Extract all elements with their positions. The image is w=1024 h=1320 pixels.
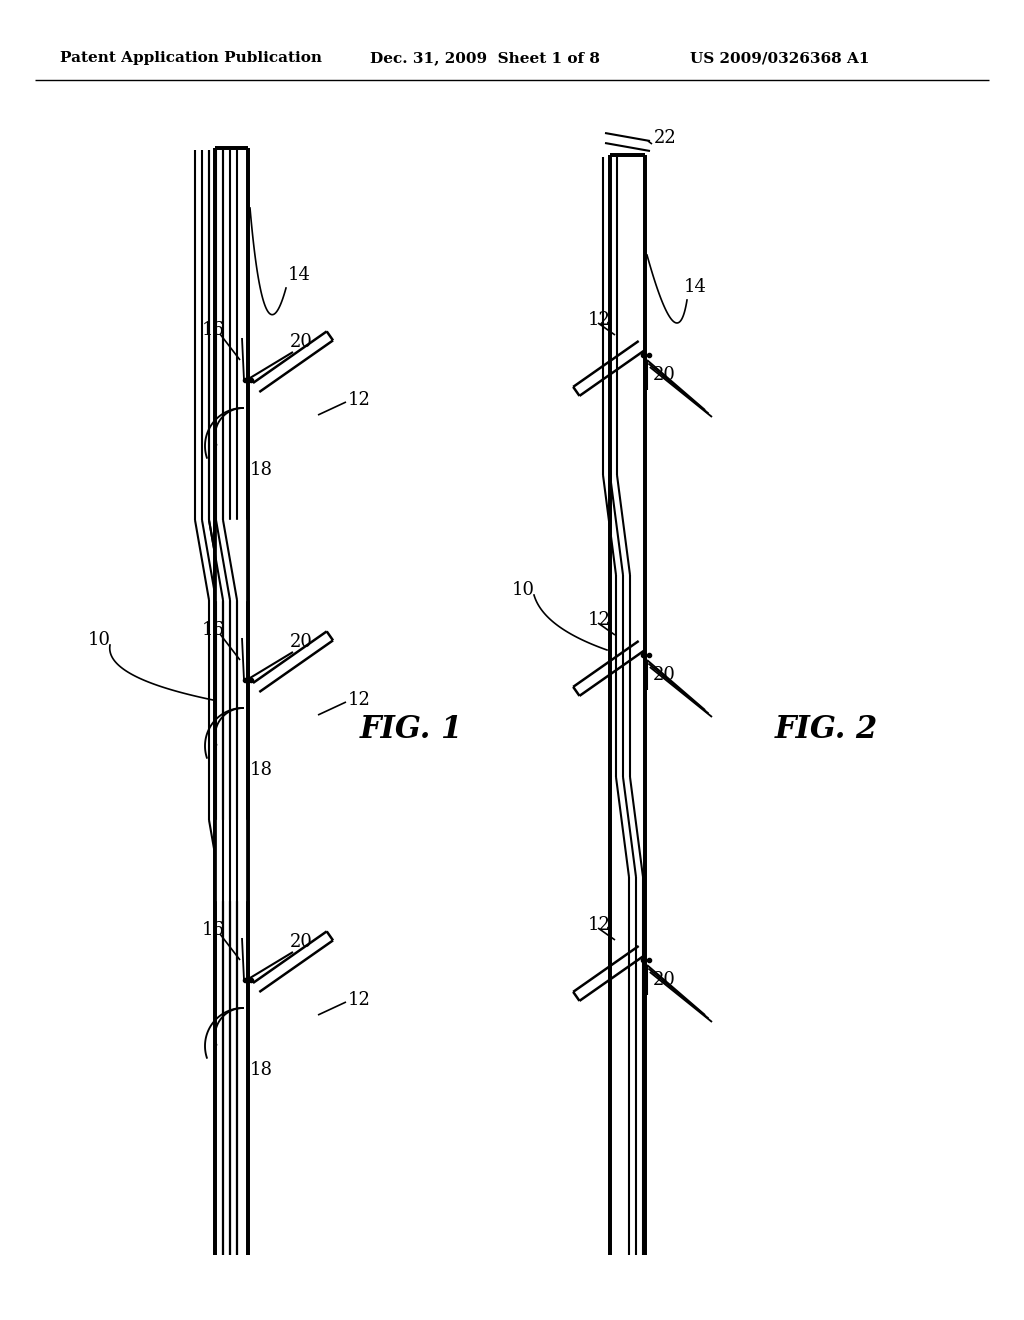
Text: 18: 18 [250, 762, 273, 779]
Text: 20: 20 [653, 366, 676, 384]
Text: 18: 18 [250, 461, 273, 479]
Text: 14: 14 [684, 279, 707, 296]
Text: 22: 22 [654, 129, 677, 147]
Text: Patent Application Publication: Patent Application Publication [60, 51, 322, 65]
Text: 12: 12 [588, 611, 611, 630]
Text: 12: 12 [348, 391, 371, 409]
Text: FIG. 2: FIG. 2 [775, 714, 879, 746]
Text: 12: 12 [348, 690, 371, 709]
Text: 10: 10 [88, 631, 111, 649]
Text: 14: 14 [288, 267, 311, 284]
Text: 10: 10 [512, 581, 535, 599]
Text: Dec. 31, 2009  Sheet 1 of 8: Dec. 31, 2009 Sheet 1 of 8 [370, 51, 600, 65]
Text: 20: 20 [290, 634, 313, 651]
Text: 12: 12 [348, 991, 371, 1008]
Text: FIG. 1: FIG. 1 [360, 714, 463, 746]
Text: 20: 20 [653, 972, 676, 989]
Text: US 2009/0326368 A1: US 2009/0326368 A1 [690, 51, 869, 65]
Text: 16: 16 [202, 620, 224, 639]
Text: 18: 18 [250, 1061, 273, 1078]
Text: 16: 16 [202, 921, 224, 939]
Text: 20: 20 [653, 667, 676, 684]
Text: 20: 20 [290, 333, 313, 351]
Text: 12: 12 [588, 312, 611, 329]
Text: 16: 16 [202, 321, 224, 339]
Text: 12: 12 [588, 916, 611, 935]
Text: 20: 20 [290, 933, 313, 950]
